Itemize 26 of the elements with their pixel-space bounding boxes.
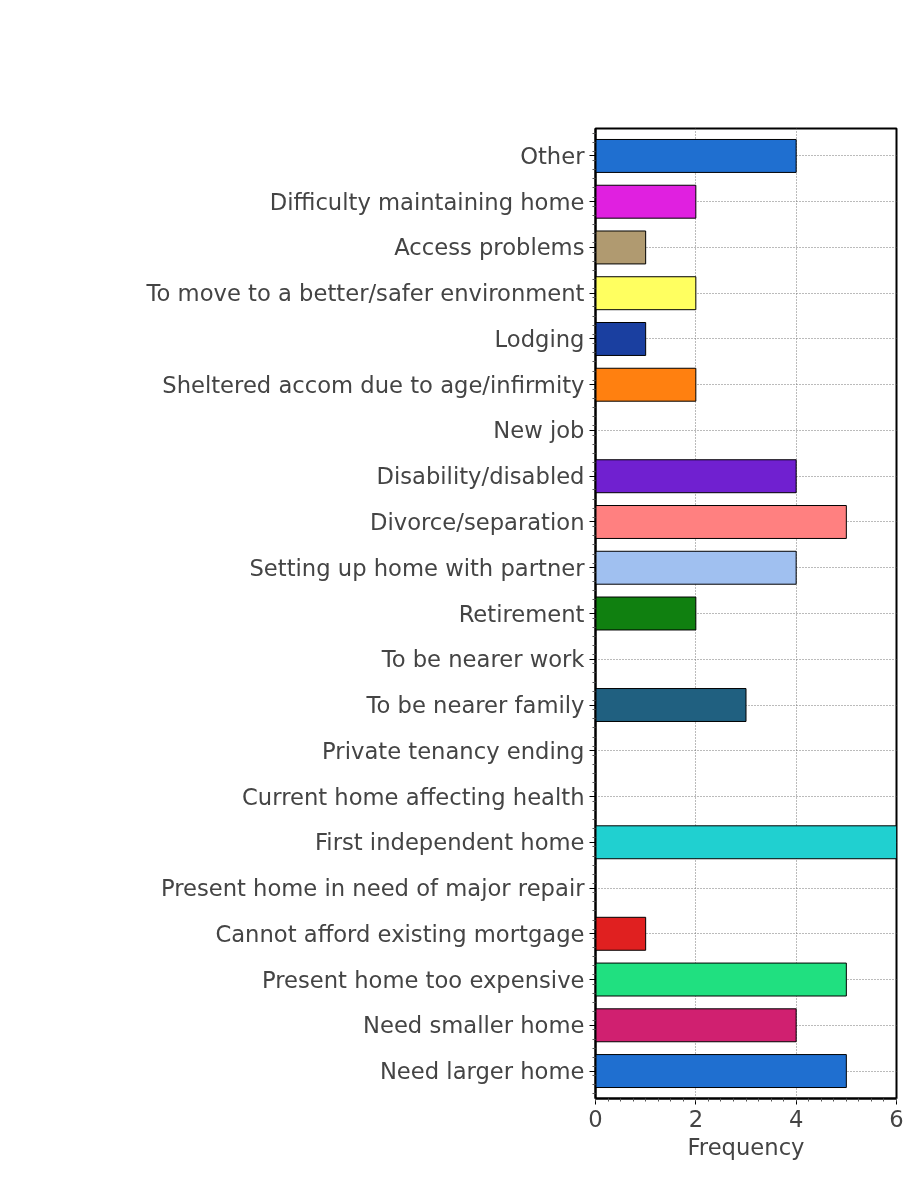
y-tick-label: Other <box>520 142 586 169</box>
y-tick-label: Need smaller home <box>363 1012 585 1039</box>
x-tick-label: 6 <box>889 1105 904 1132</box>
y-tick-label: Setting up home with partner <box>249 554 586 581</box>
y-tick-label: Disability/disabled <box>376 463 585 490</box>
y-tick-label: Present home in need of major repair <box>160 875 586 902</box>
y-tick-label: Current home affecting health <box>242 783 585 810</box>
y-tick-label: Present home too expensive <box>261 966 585 993</box>
y-tick-label: Sheltered accom due to age/infirmity <box>162 371 585 398</box>
y-tick-label: Lodging <box>494 325 585 352</box>
y-tick-label: Difficulty maintaining home <box>269 188 585 215</box>
y-tick-label: Divorce/separation <box>370 508 585 535</box>
x-tick-label: 2 <box>688 1105 704 1132</box>
y-tick-label: To move to a better/safer environment <box>145 280 585 307</box>
y-tick-label: Access problems <box>394 234 585 261</box>
y-tick-label: New job <box>493 417 585 444</box>
x-tick-label: 4 <box>788 1105 804 1132</box>
x-tick-label: 0 <box>588 1105 603 1132</box>
x-axis-title: Frequency <box>687 1133 805 1160</box>
y-tick-label: Cannot afford existing mortgage <box>215 920 585 947</box>
y-tick-label: Retirement <box>458 600 585 627</box>
y-tick-label: To be nearer family <box>365 692 585 719</box>
y-tick-label: Need larger home <box>379 1058 585 1085</box>
y-tick-label: Private tenancy ending <box>322 737 585 764</box>
y-tick-label: To be nearer work <box>380 646 586 673</box>
y-tick-label: First independent home <box>314 829 585 856</box>
